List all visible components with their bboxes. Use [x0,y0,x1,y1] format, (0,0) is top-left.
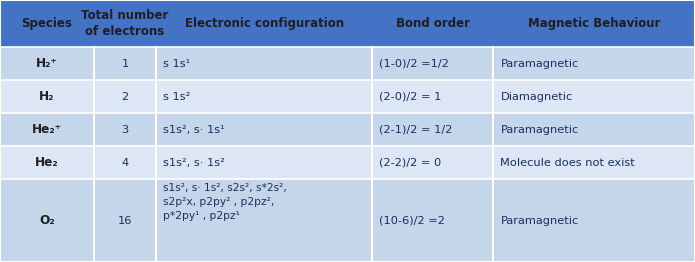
Bar [0,80,695,113]
Text: Diamagnetic: Diamagnetic [500,92,573,102]
Text: Molecule does not exist: Molecule does not exist [500,158,635,168]
Text: H₂: H₂ [39,90,55,103]
Text: (2-2)/2 = 0: (2-2)/2 = 0 [379,158,441,168]
Text: O₂: O₂ [39,214,55,227]
Bar [0,0,695,47]
Bar [0,179,695,262]
Text: Magnetic Behaviour: Magnetic Behaviour [528,17,660,30]
Bar [0,146,695,179]
Text: 3: 3 [122,125,129,135]
Text: Paramagnetic: Paramagnetic [500,59,579,69]
Text: (10-6)/2 =2: (10-6)/2 =2 [379,216,445,226]
Text: 16: 16 [118,216,132,226]
Text: Paramagnetic: Paramagnetic [500,125,579,135]
Bar [0,113,695,146]
Text: He₂: He₂ [35,156,58,170]
Bar [0,47,695,80]
Text: (1-0)/2 =1/2: (1-0)/2 =1/2 [379,59,449,69]
Text: 4: 4 [122,158,129,168]
Text: Total number
of electrons: Total number of electrons [81,9,169,38]
Text: s1s², s· 1s¹: s1s², s· 1s¹ [163,125,225,135]
Text: Bond order: Bond order [395,17,470,30]
Text: (2-1)/2 = 1/2: (2-1)/2 = 1/2 [379,125,452,135]
Text: s 1s¹: s 1s¹ [163,59,190,69]
Text: Paramagnetic: Paramagnetic [500,216,579,226]
Text: Electronic configuration: Electronic configuration [185,17,343,30]
Text: Species: Species [22,17,72,30]
Text: 2: 2 [122,92,129,102]
Text: s1s², s· 1s²: s1s², s· 1s² [163,158,225,168]
Text: H₂⁺: H₂⁺ [36,57,58,70]
Text: s1s², s· 1s², s2s², s*2s²,
s2p²x, p2py² , p2pz²,
p*2py¹ , p2pz¹: s1s², s· 1s², s2s², s*2s², s2p²x, p2py² … [163,183,287,221]
Text: (2-0)/2 = 1: (2-0)/2 = 1 [379,92,441,102]
Text: He₂⁺: He₂⁺ [32,123,62,137]
Text: 1: 1 [122,59,129,69]
Text: s 1s²: s 1s² [163,92,190,102]
